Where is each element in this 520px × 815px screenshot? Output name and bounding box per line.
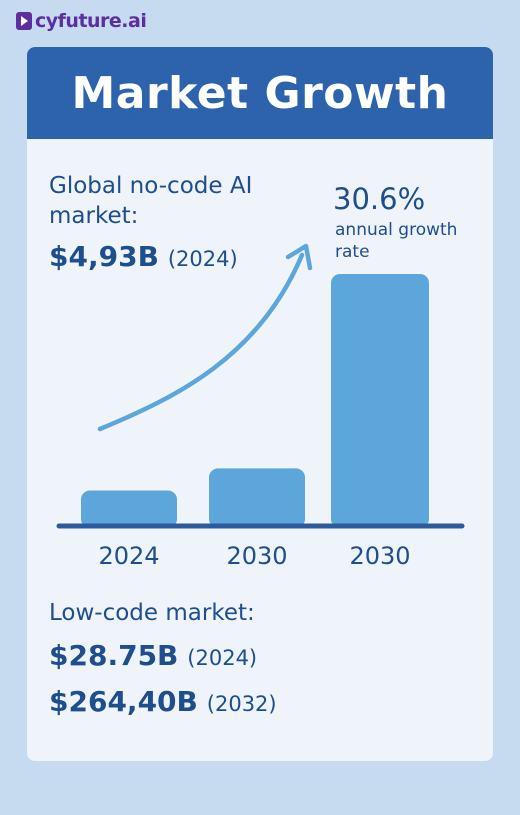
- lowcode-market-label: Low-code market:: [49, 600, 255, 626]
- growth-rate-caption: annual growth rate: [335, 220, 458, 262]
- lowcode-amount-2024: $28.75B: [49, 639, 179, 672]
- x-tick-label: 2030: [226, 542, 287, 570]
- global-market-year: (2024): [167, 247, 238, 271]
- brand-name: cyfuture.ai: [35, 10, 147, 32]
- lowcode-amount-2032: $264,40B: [49, 685, 198, 718]
- growth-rate-value: 30.6%: [333, 182, 426, 216]
- global-market-amount: $4,93B: [49, 240, 159, 273]
- bar-2030-1: [209, 468, 305, 528]
- infographic-card: Market Growth 2024 2030 2030 Global no-cod…: [27, 47, 493, 761]
- global-market-label: Global no-code AI market:: [49, 173, 253, 229]
- play-icon: [16, 12, 32, 30]
- bar-2030-2: [331, 274, 429, 528]
- growth-arrow: [97, 252, 305, 432]
- brand-logo[interactable]: cyfuture.ai: [16, 8, 147, 34]
- x-tick-labels: 2024 2030 2030: [98, 542, 410, 570]
- lowcode-value-2024: $28.75B (2024): [49, 639, 257, 672]
- global-market-value: $4,93B (2024): [49, 239, 238, 277]
- x-tick-label: 2030: [349, 542, 410, 570]
- lowcode-year-2024: (2024): [187, 646, 258, 670]
- lowcode-year-2032: (2032): [206, 692, 277, 716]
- x-tick-label: 2024: [98, 542, 159, 570]
- title-banner: Market Growth: [27, 47, 493, 139]
- growth-bar-chart: 2024 2030 2030: [56, 243, 465, 570]
- lowcode-value-2032: $264,40B (2032): [49, 685, 277, 718]
- page-title: Market Growth: [71, 67, 449, 119]
- growth-arrowhead: [285, 243, 313, 271]
- bar-2024-0: [81, 490, 177, 528]
- bars-layer: [81, 274, 429, 528]
